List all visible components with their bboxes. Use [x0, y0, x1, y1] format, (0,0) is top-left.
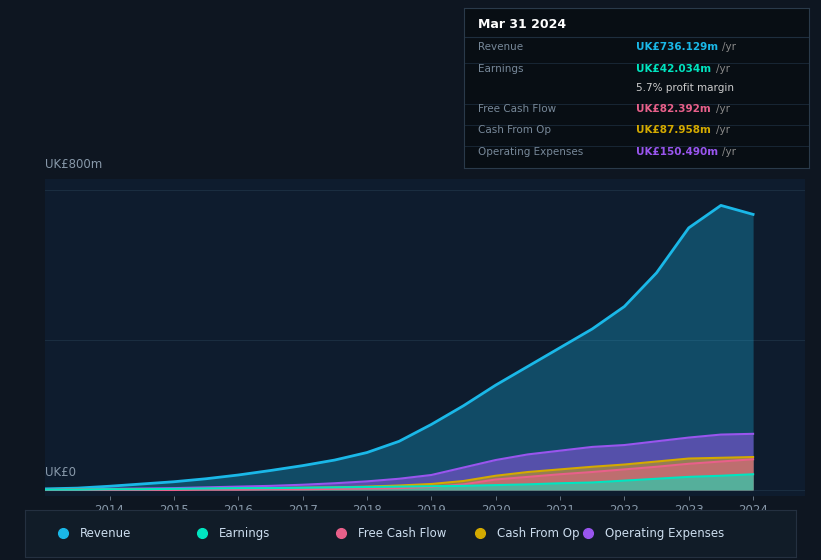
- Text: UK£82.392m: UK£82.392m: [636, 104, 711, 114]
- Text: Revenue: Revenue: [80, 527, 131, 540]
- Text: Earnings: Earnings: [219, 527, 270, 540]
- Text: Cash From Op: Cash From Op: [478, 125, 551, 135]
- Text: Mar 31 2024: Mar 31 2024: [478, 18, 566, 31]
- Text: Earnings: Earnings: [478, 64, 523, 74]
- Text: Operating Expenses: Operating Expenses: [605, 527, 724, 540]
- Text: /yr: /yr: [716, 104, 730, 114]
- Text: UK£42.034m: UK£42.034m: [636, 64, 712, 74]
- Text: /yr: /yr: [716, 125, 730, 135]
- Text: Free Cash Flow: Free Cash Flow: [358, 527, 447, 540]
- Text: UK£87.958m: UK£87.958m: [636, 125, 711, 135]
- Text: Revenue: Revenue: [478, 42, 523, 52]
- Text: /yr: /yr: [716, 64, 730, 74]
- Text: /yr: /yr: [722, 42, 736, 52]
- Text: UK£0: UK£0: [45, 466, 76, 479]
- Text: UK£736.129m: UK£736.129m: [636, 42, 718, 52]
- Text: Free Cash Flow: Free Cash Flow: [478, 104, 556, 114]
- Text: 5.7% profit margin: 5.7% profit margin: [636, 83, 734, 94]
- Text: /yr: /yr: [722, 147, 736, 157]
- Text: Operating Expenses: Operating Expenses: [478, 147, 583, 157]
- Text: Cash From Op: Cash From Op: [497, 527, 580, 540]
- Text: UK£800m: UK£800m: [45, 158, 103, 171]
- Text: UK£150.490m: UK£150.490m: [636, 147, 718, 157]
